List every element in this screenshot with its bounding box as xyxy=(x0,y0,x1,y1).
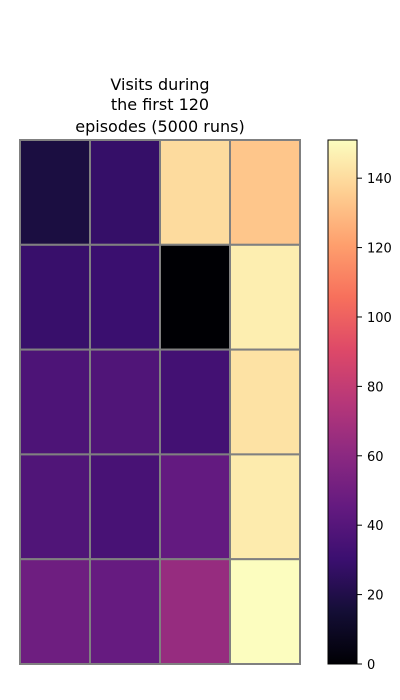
heatmap-cell-r0-c2 xyxy=(159,139,231,246)
colorbar-tick-label: 40 xyxy=(367,519,384,534)
colorbar-tick-label: 60 xyxy=(367,450,384,465)
heatmap-cell-r3-c1 xyxy=(89,453,161,561)
chart-title-line-3: episodes (5000 runs) xyxy=(75,117,244,136)
colorbar: 0 20 40 60 80 100 120 140 xyxy=(327,139,392,673)
heatmap-cell-r4-c0 xyxy=(19,558,91,666)
colorbar-tick-label: 80 xyxy=(367,380,384,395)
heatmap-cell-r1-c0 xyxy=(19,243,91,351)
heatmap-cell-r3-c3 xyxy=(229,453,301,561)
heatmap-cell-r3-c0 xyxy=(19,453,91,561)
heatmap-cell-r1-c3 xyxy=(229,243,301,351)
heatmap-cell-r2-c2 xyxy=(159,348,231,456)
colorbar-ticks: 0 20 40 60 80 100 120 140 xyxy=(357,172,392,673)
heatmap-grid xyxy=(19,139,301,666)
heatmap-cell-r4-c2 xyxy=(159,558,231,666)
heatmap-cell-r2-c1 xyxy=(89,348,161,456)
colorbar-gradient xyxy=(327,139,358,665)
colorbar-tick-label: 120 xyxy=(367,242,392,257)
heatmap-cell-r2-c0 xyxy=(19,348,91,456)
colorbar-tick-label: 100 xyxy=(367,311,392,326)
heatmap-cell-r1-c2 xyxy=(159,243,231,351)
chart-title-line-2: the first 120 xyxy=(111,95,209,114)
heatmap-cell-r2-c3 xyxy=(229,348,301,456)
colorbar-tick-label: 0 xyxy=(367,658,375,673)
heatmap-cell-r3-c2 xyxy=(159,453,231,561)
heatmap-cell-r4-c3 xyxy=(229,558,301,666)
heatmap-cell-r0-c3 xyxy=(229,139,301,246)
heatmap-cell-r1-c1 xyxy=(89,243,161,351)
chart-title-line-1: Visits during xyxy=(110,75,209,94)
chart-title: Visits during the first 120 episodes (50… xyxy=(75,75,244,136)
colorbar-tick-label: 20 xyxy=(367,589,384,604)
colorbar-tick-label: 140 xyxy=(367,172,392,187)
heatmap-cell-r0-c1 xyxy=(89,139,161,246)
heatmap-cell-r0-c0 xyxy=(19,139,91,246)
heatmap-cell-r4-c1 xyxy=(89,558,161,666)
